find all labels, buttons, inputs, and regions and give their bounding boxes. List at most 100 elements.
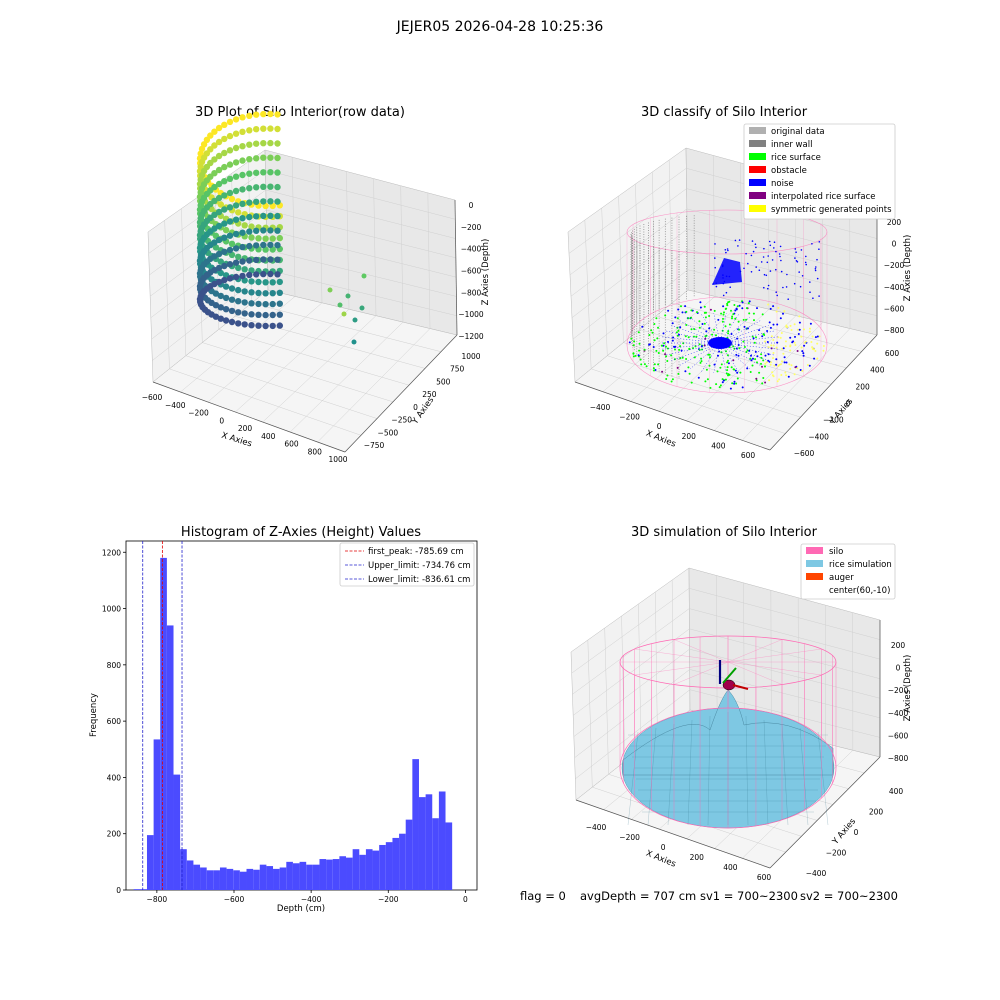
scan-point <box>246 185 253 192</box>
classified-point <box>764 362 767 365</box>
classified-point <box>666 374 669 377</box>
classify-plot-title: 3D classify of Silo Interior <box>641 105 808 120</box>
grid-line <box>635 183 640 330</box>
scan-point <box>253 184 260 191</box>
scan-point <box>246 213 253 221</box>
classified-point <box>814 336 817 339</box>
scan-point <box>232 116 240 123</box>
legend-label: noise <box>771 179 794 189</box>
noise-point <box>767 255 769 257</box>
z-tick-label: −800 <box>884 326 905 335</box>
x-tick-label: 200 <box>690 853 705 862</box>
histogram-bar <box>359 854 366 890</box>
scan-point <box>235 298 242 305</box>
classified-point <box>715 383 718 386</box>
classified-point <box>781 347 784 350</box>
legend-label: obstacle <box>771 166 807 176</box>
histogram-bar <box>425 794 433 890</box>
footer-flag: flag = 0 <box>520 889 566 903</box>
scan-point <box>226 246 234 254</box>
z-tick-label: 200 <box>887 218 902 227</box>
classified-point <box>661 370 664 373</box>
footer-status: flag = 0 avgDepth = 707 cm sv1 = 700~230… <box>520 889 898 903</box>
scan-point <box>276 234 283 242</box>
classified-point <box>788 363 791 366</box>
histogram-bar <box>319 859 327 890</box>
grid-line <box>571 588 881 674</box>
classified-point <box>770 335 773 338</box>
noise-point <box>723 280 726 283</box>
classified-point <box>673 358 676 361</box>
x-tick-label: −200 <box>188 409 209 418</box>
classified-point <box>684 370 687 373</box>
classified-point <box>800 346 803 349</box>
y-tick-label: −600 <box>794 449 815 458</box>
classified-point <box>736 337 739 340</box>
grid-line <box>149 189 456 276</box>
classified-point <box>665 355 668 358</box>
classified-point <box>798 321 801 324</box>
silo-roof-line <box>727 639 783 663</box>
classified-point <box>687 317 690 320</box>
classified-point <box>808 330 811 333</box>
scan-point <box>260 140 267 147</box>
scan-point <box>215 180 223 188</box>
noise-point <box>779 255 781 258</box>
scan-point <box>274 227 281 234</box>
classified-point <box>637 331 640 334</box>
z-tick-label: −200 <box>884 261 905 270</box>
simulation-plot-surface <box>619 635 837 829</box>
classified-point <box>793 323 796 326</box>
noise-point <box>722 294 725 297</box>
grid-line <box>262 315 377 423</box>
scan-point <box>235 253 242 260</box>
scan-point <box>215 152 223 160</box>
x-tick-label: 0 <box>661 843 666 852</box>
classified-point <box>760 353 763 356</box>
classified-point <box>655 317 658 320</box>
histogram-bar <box>239 871 247 890</box>
classified-point <box>789 367 792 370</box>
classified-point <box>726 366 729 369</box>
scan-point <box>211 170 218 177</box>
legend-label: auger <box>829 573 854 583</box>
classified-point <box>703 311 706 314</box>
classified-point <box>709 308 712 311</box>
grid-line <box>686 315 797 422</box>
scan-point <box>241 288 248 295</box>
classified-point <box>799 369 802 371</box>
scan-point <box>241 222 248 229</box>
scan-point <box>239 258 246 265</box>
scan-point <box>248 234 255 241</box>
z-tick-label: 200 <box>891 641 906 650</box>
classified-point <box>775 310 778 313</box>
scan-point <box>239 128 246 135</box>
classified-point <box>782 352 785 355</box>
classified-point <box>736 305 739 308</box>
classified-point <box>789 336 792 339</box>
classified-point <box>735 353 738 356</box>
scan-point <box>217 201 224 208</box>
scan-point <box>274 183 281 191</box>
legend-lower-limit: Lower_limit: -836.61 cm <box>368 575 470 585</box>
classified-point <box>733 368 736 371</box>
scan-point <box>211 142 218 149</box>
classified-point <box>741 386 744 389</box>
noise-point <box>804 261 807 264</box>
scan-point <box>260 125 267 132</box>
classified-point <box>756 307 758 310</box>
scan-point <box>260 270 267 278</box>
classified-point <box>630 337 633 340</box>
classified-point <box>775 363 778 366</box>
x-tick-label: 400 <box>711 441 726 450</box>
noise-point <box>816 258 818 261</box>
classified-point <box>678 333 680 336</box>
classified-point <box>748 312 751 315</box>
classified-point <box>709 386 712 389</box>
classified-point <box>679 345 682 348</box>
scan-point <box>248 278 255 285</box>
classified-point <box>763 334 766 336</box>
classified-point <box>767 346 770 349</box>
scan-point <box>253 111 260 118</box>
legend-swatch <box>806 547 823 554</box>
